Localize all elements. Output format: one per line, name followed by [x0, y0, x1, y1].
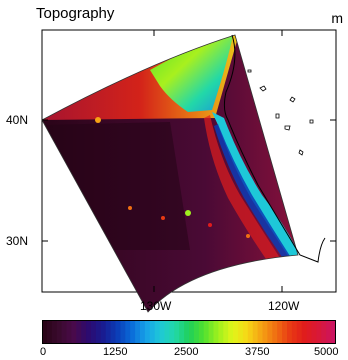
colorbar-segment	[306, 320, 313, 344]
lat-label-40n: 40N	[6, 113, 29, 127]
lon-label-130w: 130W	[140, 299, 172, 313]
colorbar-tick-0: 0	[40, 346, 47, 358]
colorbar-segment	[56, 320, 63, 344]
colorbar-segment	[252, 320, 259, 344]
colorbar-frame	[42, 320, 336, 344]
colorbar-segment	[169, 320, 175, 344]
colorbar-tick-1250: 1250	[103, 346, 128, 358]
colorbar-segment	[46, 320, 53, 344]
colorbar-segment	[203, 320, 210, 344]
colorbar-segment	[91, 320, 97, 344]
colorbar-segment	[272, 320, 278, 344]
colorbar-segment	[120, 320, 126, 344]
coastline	[223, 34, 326, 263]
colorbar-segment	[95, 320, 102, 344]
colorbar-segment	[208, 320, 215, 344]
colorbar-segment	[189, 320, 195, 344]
colorbar-segment	[140, 320, 146, 344]
colorbar-segment	[179, 320, 185, 344]
colorbar-segment	[291, 320, 298, 344]
colorbar-segment	[193, 320, 200, 344]
colorbar-segment	[282, 320, 288, 344]
lat-label-30n: 30N	[6, 234, 29, 248]
land-high-elevation	[150, 35, 232, 112]
colorbar-segment	[159, 320, 166, 344]
colorbar-segment	[154, 320, 161, 344]
colorbar-segment	[242, 320, 249, 344]
colorbar-segment	[115, 320, 121, 344]
colorbar-segment	[66, 320, 72, 344]
california-coast	[212, 112, 298, 256]
colorbar-segment	[233, 320, 239, 344]
colorbar-segment	[228, 320, 234, 344]
colorbar-segment	[213, 320, 219, 344]
colorbar-segment	[105, 320, 112, 344]
colorbar-segment	[130, 320, 136, 344]
colorbar-segment	[223, 320, 229, 344]
colorbar-segment	[326, 320, 332, 344]
colorbar-segment	[149, 320, 156, 344]
colorbar-segment	[71, 320, 77, 344]
colorbar-segment	[42, 320, 48, 344]
colorbar-segment	[100, 320, 107, 344]
colorbar-segment	[296, 320, 303, 344]
colorbar-segment	[287, 320, 293, 344]
colorbar-segment	[61, 320, 68, 344]
colorbar-segment	[321, 320, 327, 344]
colorbar-segment	[135, 320, 141, 344]
colorbar-segment	[51, 320, 58, 344]
map-title: Topography	[36, 5, 115, 22]
colorbar-segment	[257, 320, 264, 344]
colorbar-segment	[110, 320, 117, 344]
colorbar-segment	[267, 320, 273, 344]
colorbar-segment	[247, 320, 254, 344]
colorbar-segment	[301, 320, 308, 344]
colorbar-segment	[184, 320, 190, 344]
units-label: m	[331, 10, 343, 26]
colorbar-segment	[144, 320, 151, 344]
colorbar-segment	[174, 320, 180, 344]
colorbar-segment	[238, 320, 244, 344]
colorbar-segment	[262, 320, 268, 344]
colorbar-segment	[277, 320, 283, 344]
colorbar-segment	[311, 320, 317, 344]
colorbar-tick-5000: 5000	[314, 346, 339, 358]
colorbar-segment	[164, 320, 170, 344]
colorbar-segment	[86, 320, 92, 344]
colorbar-segment	[125, 320, 131, 344]
colorbar	[42, 320, 336, 344]
colorbar-tick-2500: 2500	[174, 346, 199, 358]
lakes	[247, 69, 314, 156]
colorbar-segment	[218, 320, 224, 344]
colorbar-segment	[316, 320, 322, 344]
colorbar-segment	[331, 320, 336, 344]
colorbar-segment	[76, 320, 82, 344]
colorbar-segment	[81, 320, 87, 344]
colorbar-segment	[198, 320, 205, 344]
colorbar-tick-3750: 3750	[245, 346, 270, 358]
lon-label-120w: 120W	[268, 299, 300, 313]
